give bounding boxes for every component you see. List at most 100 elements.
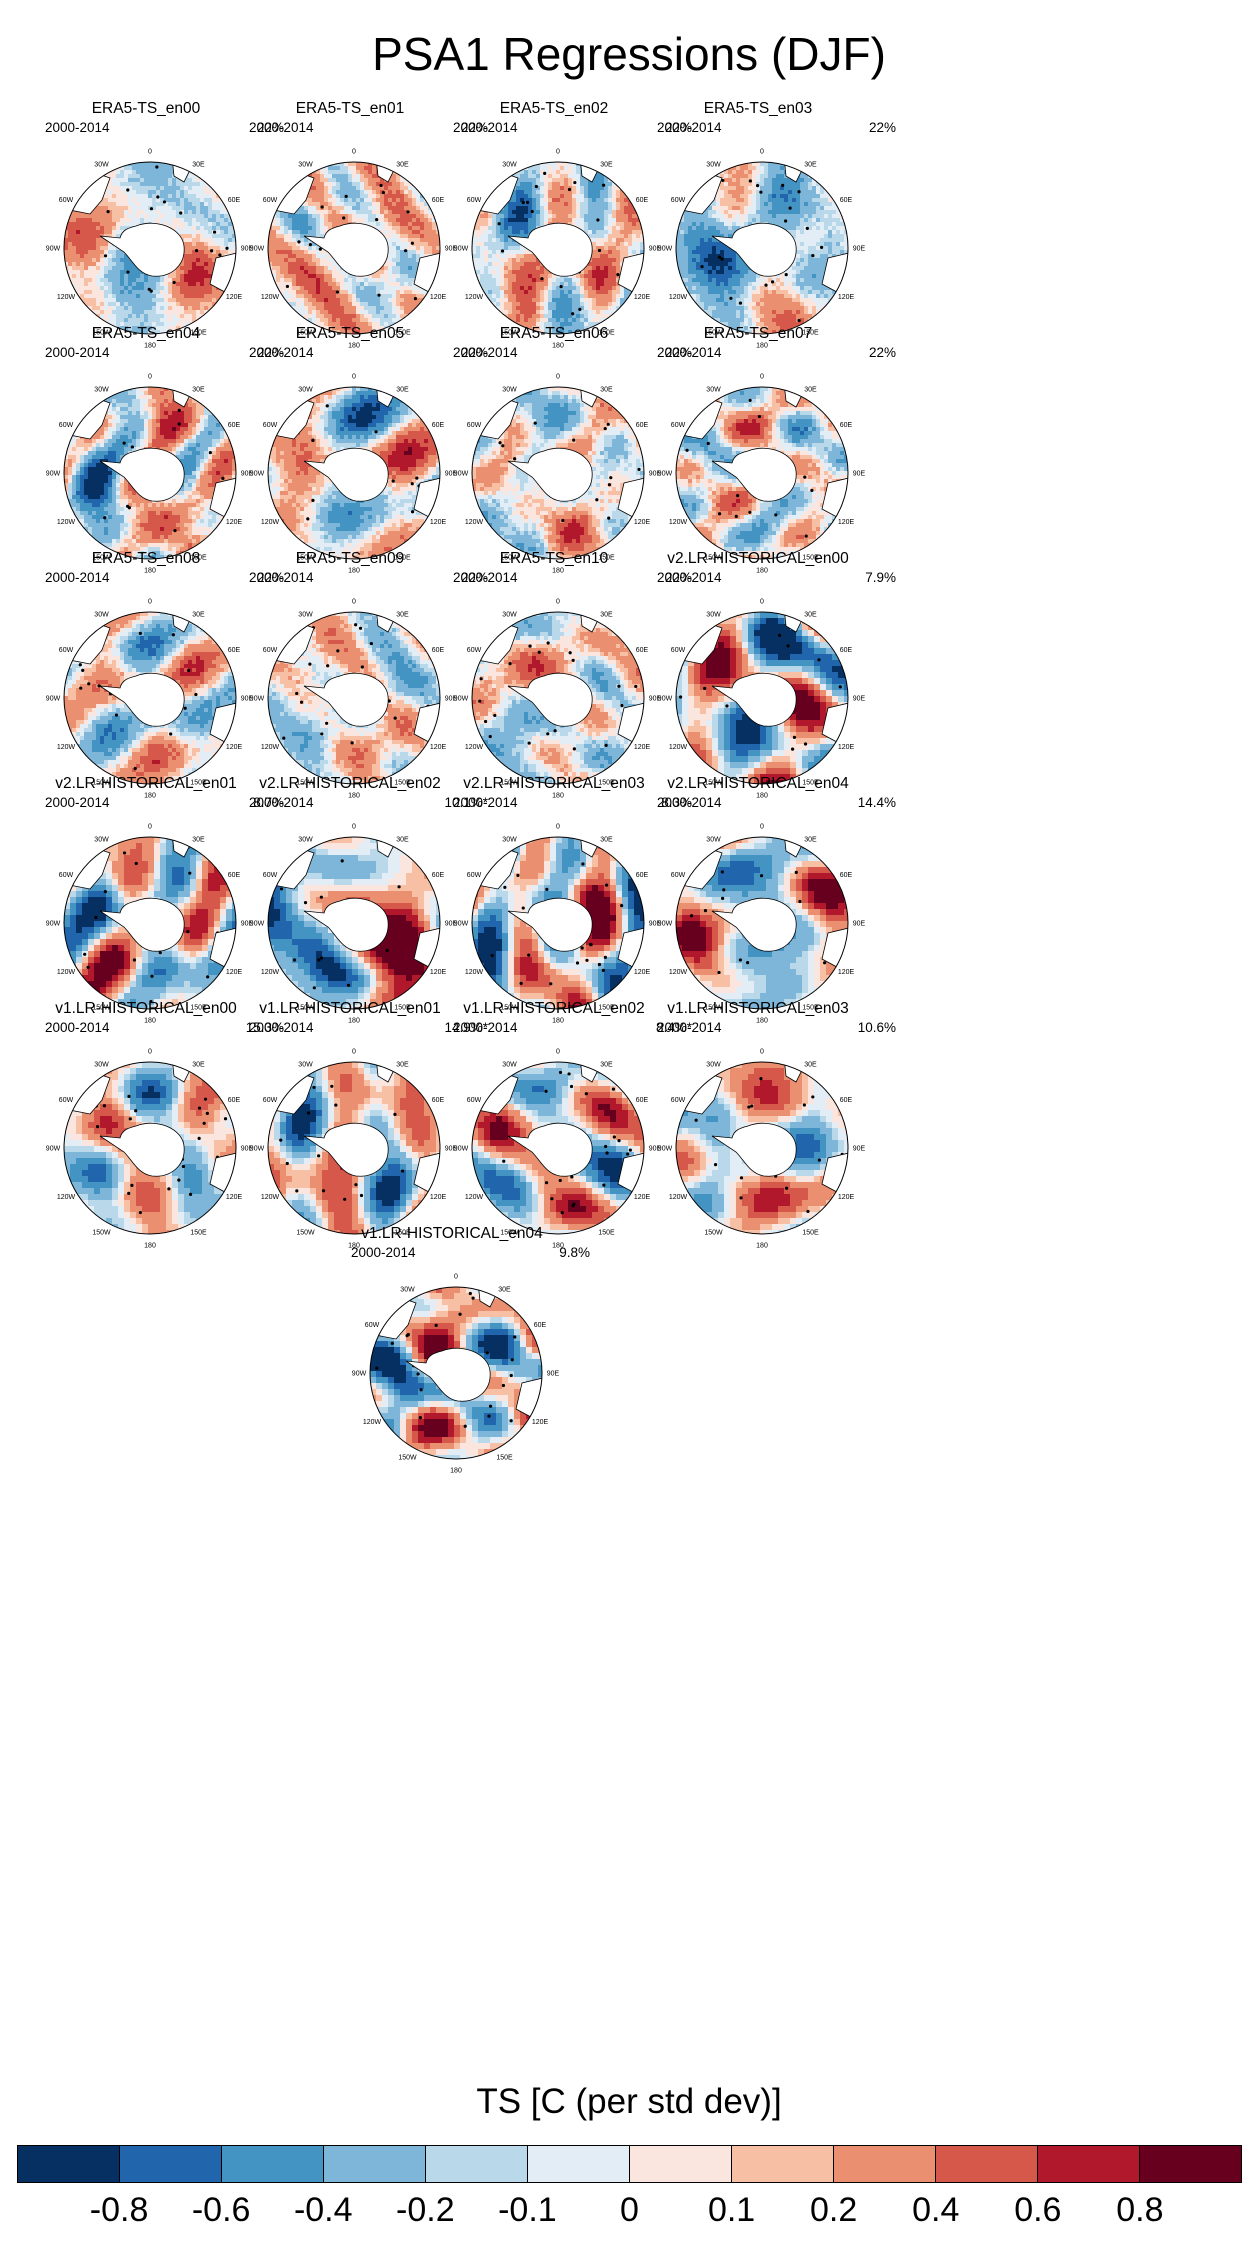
- map-cell: [572, 186, 577, 191]
- map-cell: [604, 242, 609, 247]
- map-cell: [560, 198, 565, 203]
- map-cell: [524, 254, 529, 259]
- map-cell: [76, 234, 81, 239]
- map-cell: [796, 178, 801, 183]
- map-cell: [144, 294, 149, 299]
- map-cell: [520, 274, 525, 279]
- map-cell: [488, 286, 493, 291]
- map-cell: [332, 182, 337, 187]
- map-cell: [84, 282, 89, 287]
- map-cell: [544, 210, 549, 215]
- map-cell: [516, 246, 521, 251]
- map-cell: [420, 290, 425, 295]
- map-cell: [340, 294, 345, 299]
- map-cell: [360, 186, 365, 191]
- map-cell: [760, 178, 765, 183]
- map-cell: [544, 274, 549, 279]
- map-cell: [396, 242, 401, 247]
- map-cell: [564, 166, 569, 171]
- map-cell: [756, 186, 761, 191]
- map-cell: [472, 238, 477, 243]
- map-cell: [308, 190, 313, 195]
- map-cell: [92, 278, 97, 283]
- map-cell: [332, 318, 337, 323]
- map-cell: [352, 186, 357, 191]
- map-cell: [136, 162, 141, 167]
- map-cell: [312, 242, 317, 247]
- map-cell: [152, 318, 157, 323]
- map-cell: [476, 250, 481, 255]
- map-cell: [428, 210, 433, 215]
- map-cell: [64, 230, 69, 235]
- map-cell: [388, 298, 393, 303]
- map-cell: [404, 298, 409, 303]
- map-cell: [624, 230, 629, 235]
- map-cell: [352, 206, 357, 211]
- map-cell: [400, 210, 405, 215]
- map-cell: [560, 214, 565, 219]
- map-cell: [288, 246, 293, 251]
- map-cell: [172, 298, 177, 303]
- map-cell: [600, 210, 605, 215]
- map-cell: [524, 190, 529, 195]
- map-cell: [540, 214, 545, 219]
- map-cell: [204, 306, 209, 311]
- map-cell: [540, 202, 545, 207]
- map-cell: [568, 278, 573, 283]
- map-cell: [204, 254, 209, 259]
- map-cell: [88, 226, 93, 231]
- map-cell: [292, 294, 297, 299]
- map-cell: [212, 214, 217, 219]
- map-cell: [512, 218, 517, 223]
- map-cell: [740, 174, 745, 179]
- map-cell: [176, 306, 181, 311]
- map-cell: [124, 294, 129, 299]
- map-cell: [116, 306, 121, 311]
- map-cell: [208, 242, 213, 247]
- map-cell: [328, 290, 333, 295]
- map-cell: [356, 162, 361, 167]
- map-cell: [412, 210, 417, 215]
- map-cell: [592, 194, 597, 199]
- map-cell: [196, 286, 201, 291]
- map-cell: [160, 318, 165, 323]
- map-cell: [340, 314, 345, 319]
- antarctica-outline: [303, 222, 389, 277]
- map-cell: [324, 270, 329, 275]
- map-cell: [148, 294, 153, 299]
- map-cell: [352, 322, 357, 327]
- map-cell: [532, 198, 537, 203]
- map-cell: [360, 162, 365, 167]
- map-cell: [380, 310, 385, 315]
- map-cell: [128, 262, 133, 267]
- map-cell: [600, 318, 605, 323]
- map-cell: [484, 230, 489, 235]
- map-cell: [284, 238, 289, 243]
- map-cell: [524, 186, 529, 191]
- map-cell: [624, 210, 629, 215]
- map-cell: [200, 298, 205, 303]
- map-cell: [316, 170, 321, 175]
- map-cell: [492, 302, 497, 307]
- map-cell: [592, 230, 597, 235]
- map-cell: [208, 262, 213, 267]
- map-cell: [268, 234, 273, 239]
- map-cell: [388, 214, 393, 219]
- map-cell: [336, 318, 341, 323]
- map-cell: [224, 226, 229, 231]
- map-cell: [100, 170, 105, 175]
- map-cell: [572, 174, 577, 179]
- map-cell: [356, 290, 361, 295]
- map-cell: [180, 194, 185, 199]
- map-cell: [588, 310, 593, 315]
- map-cell: [188, 206, 193, 211]
- map-cell: [316, 314, 321, 319]
- map-cell: [352, 306, 357, 311]
- map-cell: [176, 310, 181, 315]
- map-cell: [412, 278, 417, 283]
- map-cell: [580, 282, 585, 287]
- map-cell: [356, 174, 361, 179]
- map-cell: [420, 234, 425, 239]
- map-cell: [280, 246, 285, 251]
- map-cell: [76, 210, 81, 215]
